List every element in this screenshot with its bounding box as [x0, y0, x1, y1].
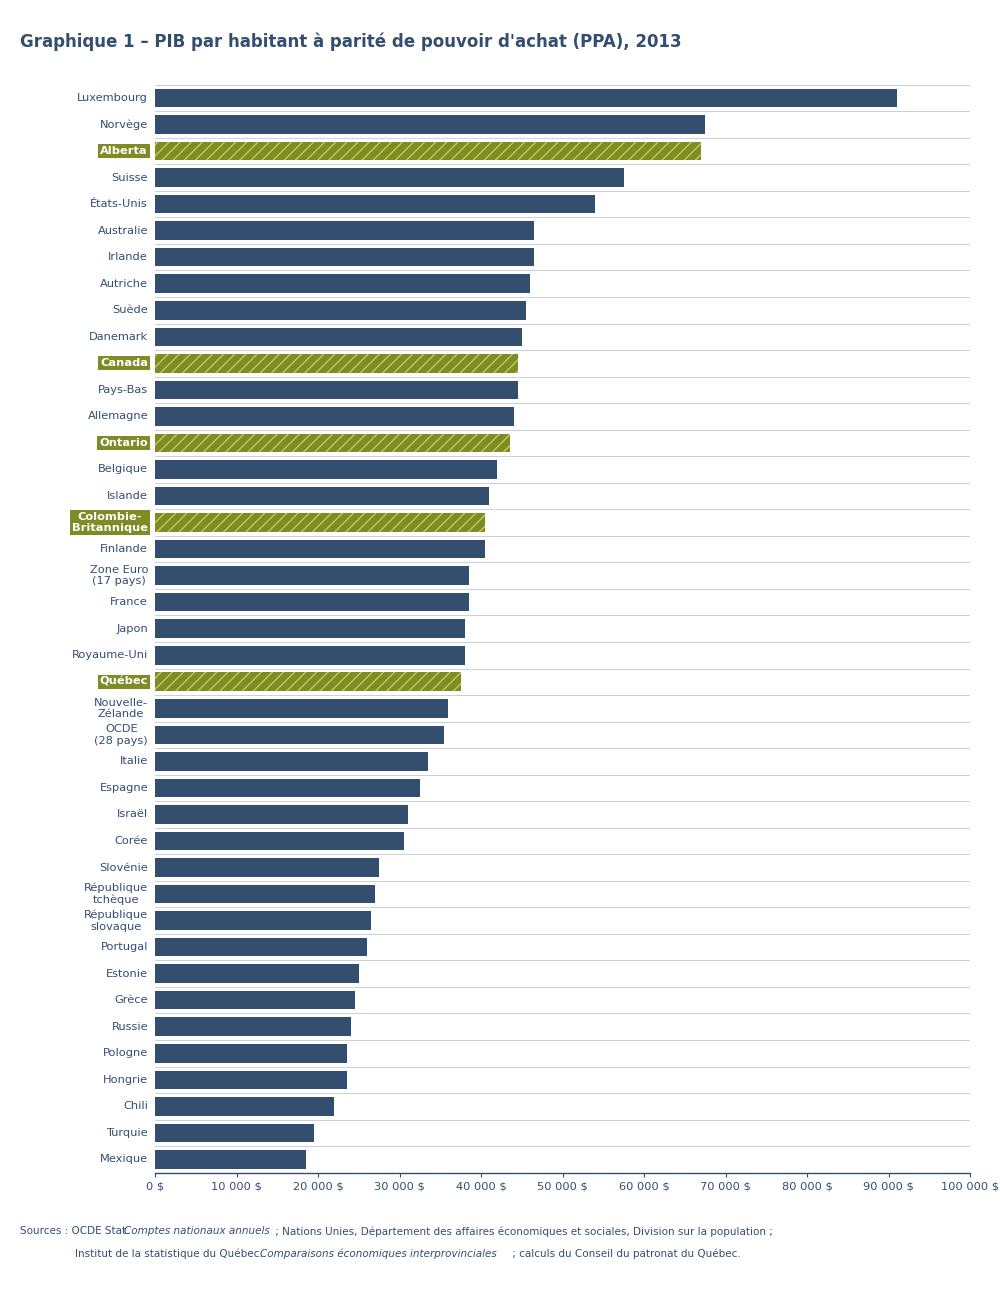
Bar [155, 380, 518, 399]
Bar [155, 1044, 347, 1062]
Bar [155, 275, 530, 293]
Bar [155, 619, 465, 638]
Bar [155, 460, 497, 478]
Bar [155, 831, 404, 851]
Bar [155, 805, 408, 823]
Bar [155, 990, 355, 1010]
Bar [155, 89, 897, 107]
Bar [155, 539, 485, 559]
Bar [155, 354, 518, 373]
Bar [155, 752, 428, 770]
Bar [155, 885, 375, 903]
Bar [155, 911, 371, 930]
Bar [155, 567, 469, 585]
Text: Comptes nationaux annuels: Comptes nationaux annuels [124, 1226, 270, 1237]
Bar [155, 1018, 351, 1036]
Bar [155, 1071, 347, 1089]
Bar [155, 222, 534, 240]
Bar [155, 195, 595, 214]
Bar [155, 1151, 306, 1169]
Text: Comparaisons économiques interprovinciales: Comparaisons économiques interprovincial… [260, 1248, 497, 1259]
Bar [155, 301, 526, 319]
Bar [155, 142, 701, 160]
Bar [155, 646, 465, 665]
Bar [155, 407, 514, 426]
Bar [155, 115, 705, 134]
Text: Graphique 1 – PIB par habitant à parité de pouvoir d'achat (PPA), 2013: Graphique 1 – PIB par habitant à parité … [20, 33, 682, 51]
Bar [155, 672, 461, 691]
Bar [155, 726, 444, 744]
Bar [155, 327, 522, 347]
Bar [155, 938, 367, 956]
Bar [155, 1097, 334, 1115]
Bar [155, 142, 701, 160]
Bar [155, 248, 534, 267]
Bar [155, 672, 461, 691]
Bar [155, 513, 485, 532]
Bar [155, 487, 489, 506]
Bar [155, 354, 518, 373]
Bar [155, 434, 510, 452]
Bar [155, 168, 624, 186]
Bar [155, 434, 510, 452]
Bar [155, 779, 420, 797]
Bar [155, 859, 379, 877]
Bar [155, 593, 469, 611]
Bar [155, 964, 359, 982]
Text: ; calculs du Conseil du patronat du Québec.: ; calculs du Conseil du patronat du Québ… [509, 1248, 741, 1259]
Bar [155, 698, 448, 718]
Text: ; Nations Unies, Département des affaires économiques et sociales, Division sur : ; Nations Unies, Département des affaire… [272, 1226, 773, 1237]
Bar [155, 513, 485, 532]
Text: Sources : OCDE Stat.: Sources : OCDE Stat. [20, 1226, 133, 1237]
Bar [155, 1123, 314, 1143]
Text: Institut de la statistique du Québec.: Institut de la statistique du Québec. [75, 1248, 266, 1259]
